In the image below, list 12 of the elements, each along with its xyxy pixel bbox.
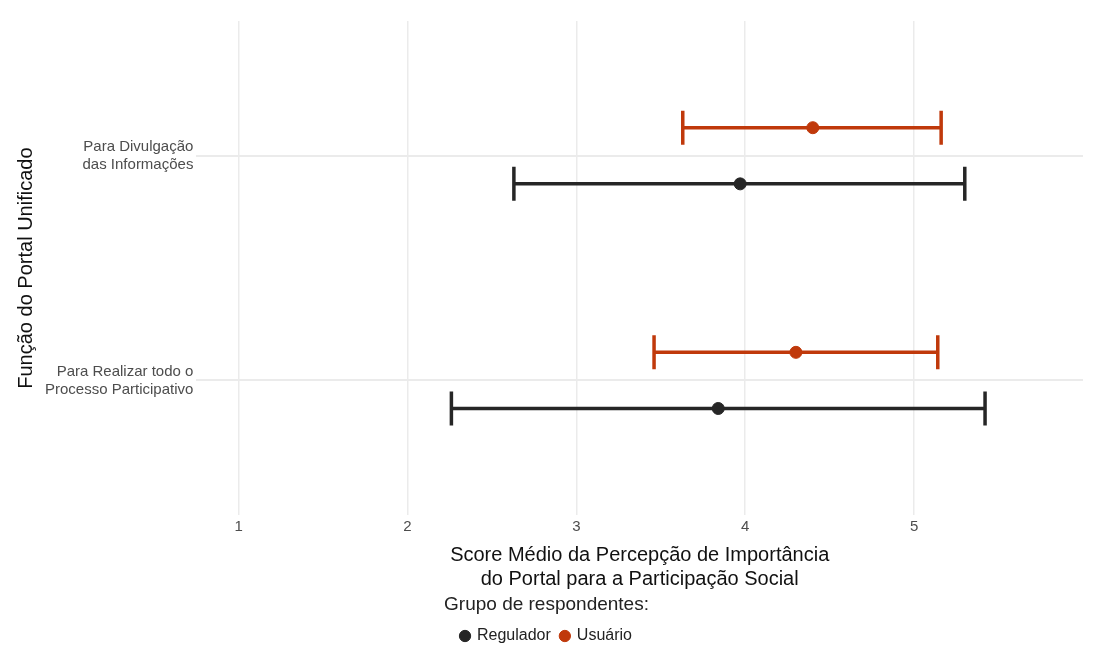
y-tick-label: Para Realizar todo o Processo Participativo xyxy=(44,361,194,397)
x-tick-label: 2 xyxy=(403,517,412,535)
x-tick-label: 4 xyxy=(741,517,750,535)
x-axis-title: Score Médio da Percepção de Importância do Portal para a Participação Social xyxy=(450,542,831,589)
legend-title: Grupo de respondentes: xyxy=(444,592,649,614)
x-tick-label: 5 xyxy=(909,517,919,535)
legend-label: Usuário xyxy=(576,626,633,644)
x-tick-label: 3 xyxy=(572,517,581,535)
y-tick-label: Para Divulgação das Informações xyxy=(82,136,194,172)
x-tick-label: 1 xyxy=(234,517,243,535)
y-axis-title: Função do Portal Unificado xyxy=(13,147,36,389)
legend-label: Regulador xyxy=(477,626,552,644)
